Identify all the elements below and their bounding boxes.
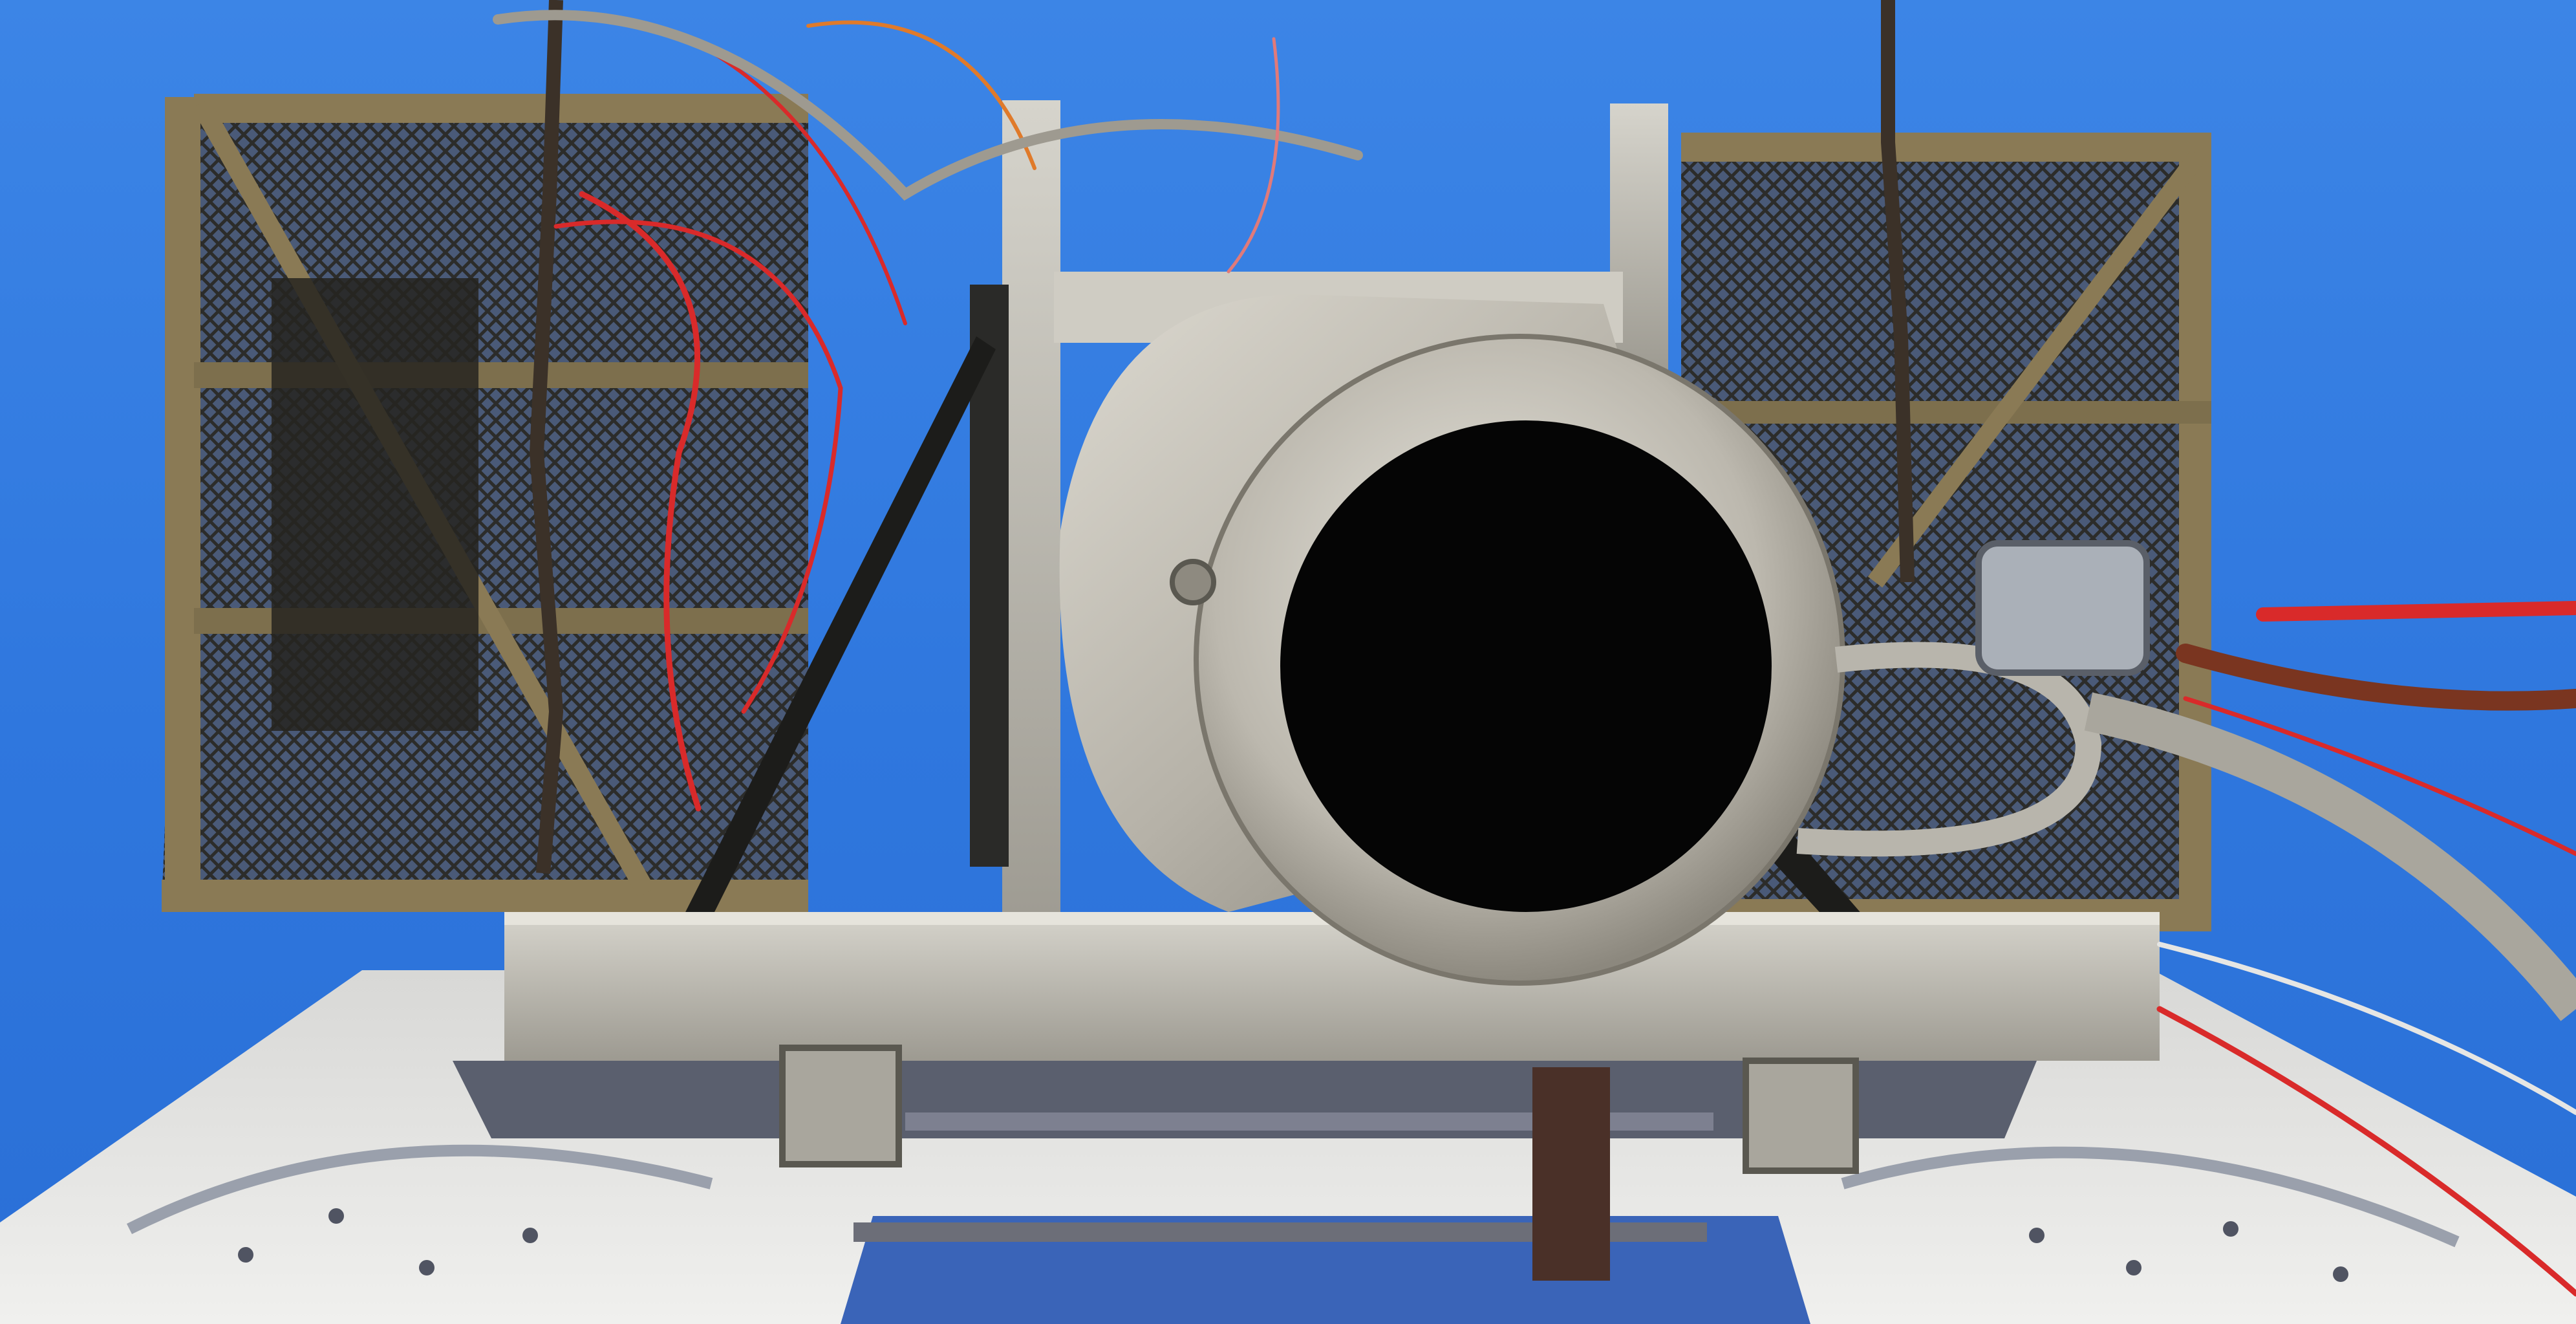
wires — [493, 10, 2576, 1297]
mesh-cage-left — [162, 94, 808, 912]
braided-hose — [1796, 540, 2576, 1021]
cylindrical-barrel — [1059, 294, 1845, 986]
barrel-bore — [1280, 420, 1772, 912]
hanging-chain — [529, 0, 1915, 874]
